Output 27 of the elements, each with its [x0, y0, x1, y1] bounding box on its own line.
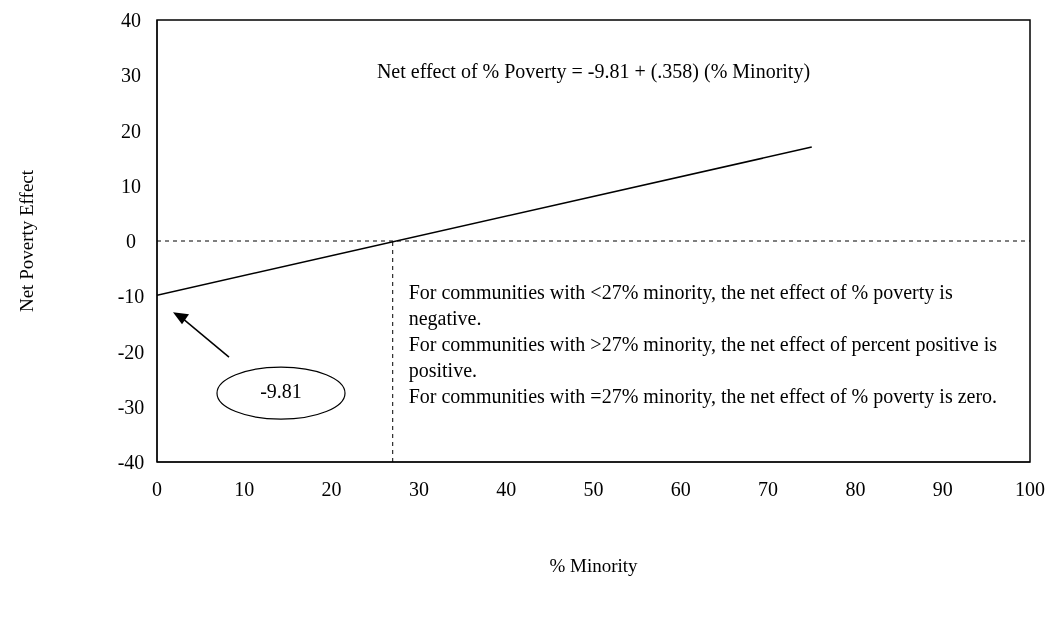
y-tick-label: 40	[121, 9, 141, 32]
y-tick-label: -20	[117, 340, 145, 363]
y-tick-label: -40	[117, 451, 145, 474]
y-tick-label: -10	[117, 285, 145, 308]
x-tick-label: 70	[758, 478, 779, 501]
x-tick-label: 50	[583, 478, 604, 501]
annotation: For communities with =27% minority, the net effect of % poverty is zero.	[408, 384, 999, 409]
x-axis-title: % Minority	[549, 555, 639, 576]
x-tick-label: 90	[932, 478, 953, 501]
x-tick-label: 80	[845, 478, 866, 501]
y-tick-label: -30	[117, 395, 145, 418]
annotation: -9.81	[259, 380, 303, 404]
x-tick-label: 60	[670, 478, 691, 501]
x-tick-label: 30	[408, 478, 429, 501]
x-tick-label: 10	[234, 478, 255, 501]
annotation: For communities with >27% minority, the net effect of percent positive is positive.	[408, 332, 999, 383]
y-tick-label: 0	[126, 230, 136, 253]
x-tick-label: 0	[152, 478, 162, 501]
x-tick-label: 100	[1015, 478, 1045, 501]
y-tick-label: 30	[121, 64, 141, 87]
annotation: Net effect of % Poverty = -9.81 + (.358) (% Minority)	[375, 60, 812, 83]
y-axis-title: Net Poverty Effect	[15, 169, 37, 313]
y-tick-label: 20	[121, 119, 141, 142]
annotation: For communities with <27% minority, the net effect of % poverty is negative.	[408, 280, 954, 331]
x-tick-label: 20	[321, 478, 342, 501]
x-tick-label: 40	[496, 478, 517, 501]
y-tick-label: 10	[121, 174, 141, 197]
